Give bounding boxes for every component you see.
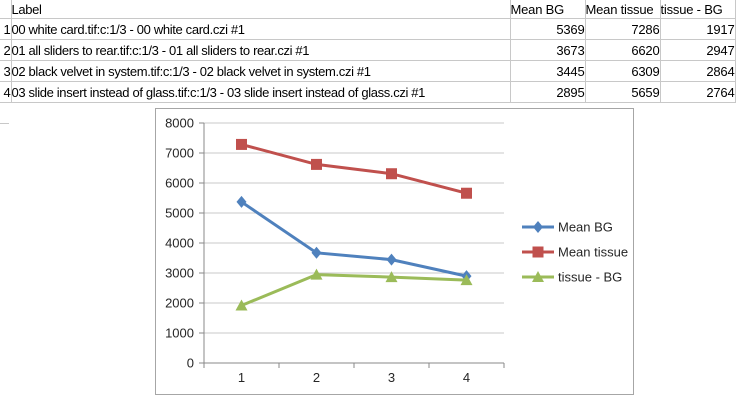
row-number-cell[interactable]: 4	[0, 81, 12, 103]
series-line[interactable]	[240, 200, 467, 278]
y-tick-label: 8000	[165, 116, 194, 131]
data-point-marker[interactable]	[386, 253, 397, 266]
mean-bg-cell[interactable]: 3673	[510, 39, 586, 61]
sheet-gridline-stub	[0, 123, 9, 124]
mean-tissue-cell[interactable]: 7286	[585, 18, 661, 40]
data-point-marker[interactable]	[385, 271, 398, 283]
data-point-marker[interactable]	[460, 274, 473, 286]
column-header-mean-tissue[interactable]: Mean tissue	[585, 0, 661, 19]
data-point-marker[interactable]	[386, 168, 397, 180]
column-header-tissue-bg[interactable]: tissue - BG	[660, 0, 736, 19]
y-tick-label: 6000	[165, 176, 194, 191]
legend-label: Mean tissue	[558, 245, 628, 260]
y-tick-label: 5000	[165, 206, 194, 221]
series-mean-tissue[interactable]	[236, 138, 472, 199]
row-number-cell[interactable]: 3	[0, 60, 12, 82]
mean-bg-cell[interactable]: 5369	[510, 18, 586, 40]
legend-item-tissue-bg[interactable]: tissue - BG	[522, 270, 622, 285]
data-point-marker[interactable]	[310, 268, 323, 280]
chart-object[interactable]: 0 1000 2000 3000 4000 5000 6000 7000 8000 1 2 3 4 Mea…	[155, 108, 634, 395]
y-tick-label: 7000	[165, 146, 194, 161]
label-cell[interactable]: 01 all sliders to rear.tif:c:1/3 - 01 al…	[11, 39, 511, 61]
table-row: 2 01 all sliders to rear.tif:c:1/3 - 01 a…	[0, 39, 736, 61]
legend-swatch-marker	[532, 246, 544, 258]
mean-tissue-cell[interactable]: 6620	[585, 39, 661, 61]
series-tissue-bg[interactable]	[235, 268, 473, 311]
legend-swatch-marker	[532, 271, 544, 282]
y-tick-label: 4000	[165, 236, 194, 251]
series-line[interactable]	[241, 142, 467, 195]
x-tick-label: 2	[313, 370, 320, 385]
data-point-marker[interactable]	[236, 195, 247, 208]
label-cell[interactable]: 03 slide insert instead of glass.tif:c:1…	[11, 81, 511, 103]
corner-cell[interactable]	[0, 0, 12, 19]
y-tick-label: 2000	[165, 296, 194, 311]
legend-label: tissue - BG	[558, 270, 622, 285]
column-header-mean-bg[interactable]: Mean BG	[510, 0, 586, 19]
mean-bg-cell[interactable]: 3445	[510, 60, 586, 82]
series-line[interactable]	[240, 273, 467, 307]
data-point-marker[interactable]	[235, 299, 248, 311]
tissue-bg-cell[interactable]: 1917	[660, 18, 736, 40]
row-number-cell[interactable]: 1	[0, 18, 12, 40]
tissue-bg-cell[interactable]: 2764	[660, 81, 736, 103]
y-tick-label: 0	[187, 356, 194, 371]
legend-label: Mean BG	[558, 220, 613, 235]
data-point-marker[interactable]	[311, 158, 322, 170]
tissue-bg-cell[interactable]: 2864	[660, 60, 736, 82]
tissue-bg-cell[interactable]: 2947	[660, 39, 736, 61]
label-cell[interactable]: 02 black velvet in system.tif:c:1/3 - 02…	[11, 60, 511, 82]
row-number-cell[interactable]: 2	[0, 39, 12, 61]
x-tick-label: 4	[463, 370, 470, 385]
table-row: 4 03 slide insert instead of glass.tif:c:…	[0, 81, 736, 103]
table-row: 3 02 black velvet in system.tif:c:1/3 - 0…	[0, 60, 736, 82]
legend-swatch-marker	[533, 221, 543, 233]
legend-item-mean-bg[interactable]: Mean BG	[522, 220, 613, 235]
mean-bg-cell[interactable]: 2895	[510, 81, 586, 103]
legend-item-mean-tissue[interactable]: Mean tissue	[522, 245, 628, 260]
y-tick-label: 3000	[165, 266, 194, 281]
series-mean-bg[interactable]	[236, 195, 472, 283]
x-tick-label: 3	[388, 370, 395, 385]
header-row: Label Mean BG Mean tissue tissue - BG	[0, 0, 736, 19]
y-tick-label: 1000	[165, 326, 194, 341]
label-cell[interactable]: 00 white card.tif:c:1/3 - 00 white card.…	[11, 18, 511, 40]
chart-canvas: 0 1000 2000 3000 4000 5000 6000 7000 8000 1 2 3 4 Mea…	[165, 116, 628, 386]
data-point-marker[interactable]	[461, 187, 472, 199]
table-row: 1 00 white card.tif:c:1/3 - 00 white card…	[0, 18, 736, 40]
column-header-label[interactable]: Label	[11, 0, 511, 19]
data-point-marker[interactable]	[311, 246, 322, 259]
x-tick-label: 1	[238, 370, 245, 385]
mean-tissue-cell[interactable]: 5659	[585, 81, 661, 103]
mean-tissue-cell[interactable]: 6309	[585, 60, 661, 82]
data-point-marker[interactable]	[236, 138, 247, 150]
